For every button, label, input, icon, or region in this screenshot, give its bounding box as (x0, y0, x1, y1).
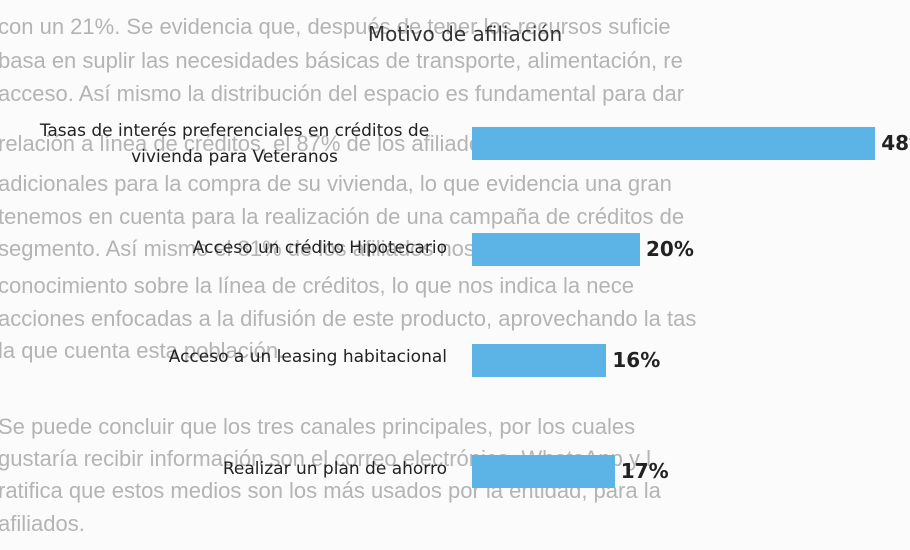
category-label: Realizar un plan de ahorro (223, 456, 447, 482)
bar (472, 455, 615, 488)
background-line: Se puede concluir que los tres canales p… (0, 414, 636, 439)
background-line: basa en suplir las necesidades básicas d… (0, 48, 683, 73)
category-text: Acceso a un leasing habitacional (168, 347, 447, 367)
background-line: la que cuenta esta población. (0, 338, 285, 363)
category-label: Acceso un crédito Hipotecario (193, 235, 447, 261)
background-line: conocimiento sobre la línea de créditos,… (0, 273, 634, 298)
value-label: 16% (612, 348, 661, 372)
bar (472, 127, 876, 160)
background-line: afiliados. (0, 511, 85, 536)
bar (472, 233, 640, 266)
value-label: 17% (620, 459, 669, 483)
bar (472, 344, 607, 377)
background-line: adicionales para la compra de su viviend… (0, 171, 672, 196)
category-text: Realizar un plan de ahorro (222, 459, 447, 479)
background-line: acceso. Así mismo la distribución del es… (0, 81, 685, 106)
chart-title: Motivo de afiliación (367, 22, 563, 46)
category-text: Acceso un crédito Hipotecario (192, 238, 447, 258)
background-line: tenemos en cuenta para la realización de… (0, 204, 685, 229)
value-label: 20% (646, 237, 694, 261)
category-label: Tasas de interés preferenciales en crédi… (22, 118, 447, 170)
background-line: segmento. Así mismo el 81% de los afilia… (0, 236, 552, 261)
background-line: acciones enfocadas a la difusión de este… (0, 306, 697, 331)
background-line: con un 21%. Se evidencia que, después de… (0, 14, 671, 39)
value-label: 48% (881, 131, 910, 155)
category-label: Acceso a un leasing habitacional (169, 344, 447, 370)
category-text: Tasas de interés preferenciales en crédi… (39, 121, 430, 167)
